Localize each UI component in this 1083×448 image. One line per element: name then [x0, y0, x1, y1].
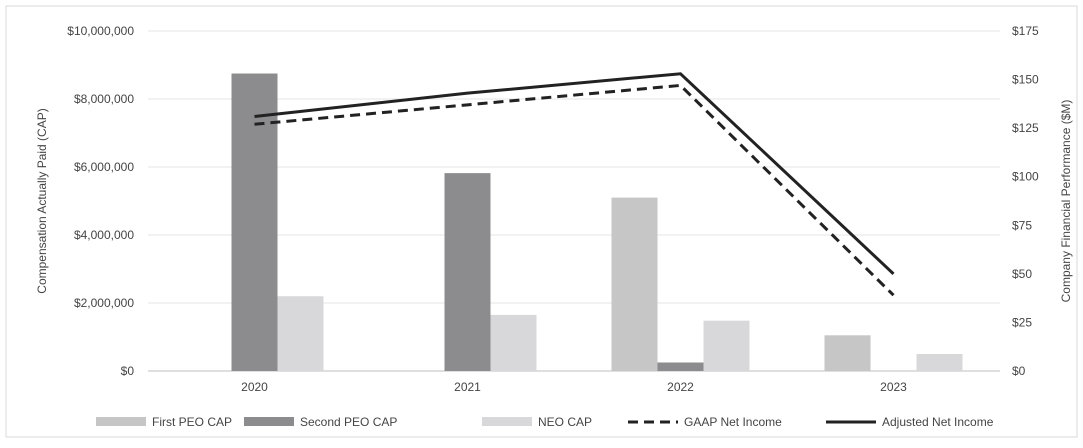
- legend-label-second-peo-cap: Second PEO CAP: [300, 415, 397, 429]
- y-right-tick-label: $50: [1012, 267, 1032, 281]
- bar-first-peo-cap-2022: [611, 197, 658, 371]
- lines: [254, 72, 895, 297]
- x-tick-label: 2020: [241, 380, 268, 394]
- bar-second-peo-cap-2021: [444, 173, 491, 371]
- bar-neo-cap-2021: [490, 314, 537, 371]
- x-tick-label: 2023: [880, 380, 907, 394]
- y-right-tick-label: $175: [1012, 24, 1039, 38]
- line-gaap-net-income: [254, 83, 895, 297]
- y-left-tick-label: $6,000,000: [74, 160, 134, 174]
- x-tick-label: 2022: [667, 380, 694, 394]
- bar-neo-cap-2020: [277, 296, 324, 371]
- bar-second-peo-cap-2020: [231, 73, 278, 371]
- y-right-tick-label: $75: [1012, 218, 1032, 232]
- legend-swatch-neo-cap: [482, 417, 532, 426]
- legend: First PEO CAP Second PEO CAP NEO CAP GAAP N…: [96, 415, 994, 429]
- legend-label-adjusted-net-income: Adjusted Net Income: [882, 415, 994, 429]
- y-left-tick-label: $0: [121, 364, 135, 378]
- line-adjusted-net-income: [254, 72, 895, 275]
- y-right-tick-label: $0: [1012, 364, 1026, 378]
- axes: $0 $2,000,000 $4,000,000 $6,000,000 $8,000,0…: [35, 24, 1073, 394]
- bar-neo-cap-2022: [703, 320, 750, 371]
- y-right-axis-title: Company Financial Performance ($M): [1059, 100, 1073, 303]
- y-left-tick-label: $2,000,000: [74, 296, 134, 310]
- legend-label-first-peo-cap: First PEO CAP: [152, 415, 232, 429]
- bar-neo-cap-2023: [916, 354, 963, 371]
- chart-frame: [5, 5, 1078, 438]
- legend-label-neo-cap: NEO CAP: [538, 415, 592, 429]
- y-left-tick-label: $8,000,000: [74, 92, 134, 106]
- bars: [231, 73, 963, 371]
- y-right-tick-label: $25: [1012, 315, 1032, 329]
- y-left-tick-label: $10,000,000: [67, 24, 134, 38]
- legend-swatch-second-peo-cap: [244, 417, 294, 426]
- bar-second-peo-cap-2022: [657, 362, 704, 371]
- legend-label-gaap-net-income: GAAP Net Income: [684, 415, 782, 429]
- y-right-tick-label: $100: [1012, 170, 1039, 184]
- y-left-tick-label: $4,000,000: [74, 228, 134, 242]
- y-right-tick-label: $150: [1012, 73, 1039, 87]
- legend-swatch-first-peo-cap: [96, 417, 146, 426]
- bar-first-peo-cap-2023: [824, 335, 871, 371]
- x-tick-label: 2021: [454, 380, 481, 394]
- y-left-axis-title: Compensation Actually Paid (CAP): [35, 108, 49, 293]
- y-right-tick-label: $125: [1012, 121, 1039, 135]
